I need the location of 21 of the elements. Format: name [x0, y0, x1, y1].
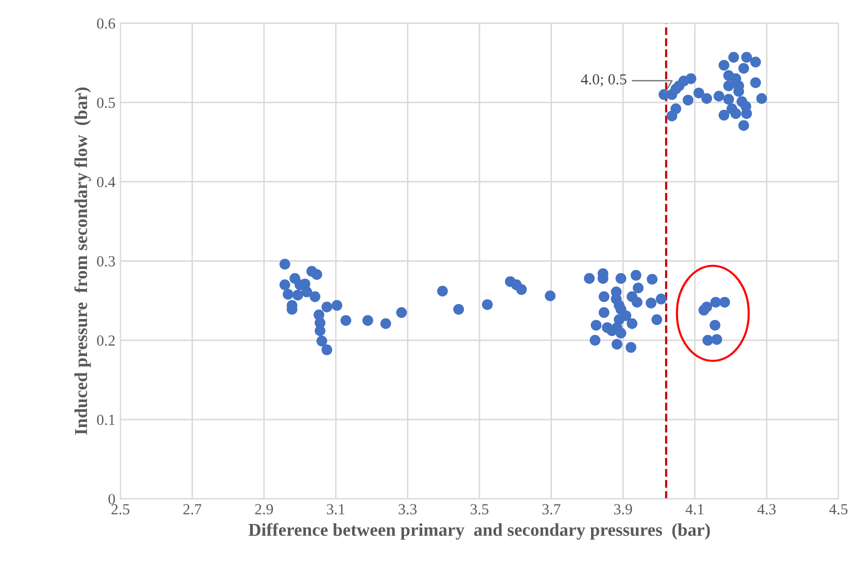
x-tick-label: 3.9: [614, 504, 632, 514]
y-tick-label: 0: [108, 494, 115, 504]
x-tick-label: 2.9: [255, 504, 273, 514]
x-tick-label: 4.5: [829, 504, 848, 514]
x-tick-label: 4.1: [686, 504, 704, 514]
x-tick-label: 4.3: [757, 504, 776, 514]
y-tick-label: 0.1: [97, 414, 115, 426]
x-tick-label: 3.3: [398, 504, 417, 514]
x-tick-label: 3.5: [470, 504, 488, 514]
x-tick-label: 2.7: [183, 504, 202, 514]
y-tick-label: 0.2: [97, 335, 115, 346]
y-tick-label: 0.3: [97, 256, 115, 267]
x-tick-label: 3.1: [327, 504, 344, 514]
y-tick-label: 0.6: [97, 18, 116, 29]
x-axis-title: Difference between primary and secondary pressures (bar): [248, 523, 710, 540]
y-tick-label: 0.4: [97, 176, 116, 188]
y-axis-title: Induced pressure from secondary flow (bar): [74, 87, 91, 435]
x-tick-label: 3.7: [542, 504, 560, 514]
y-tick-label: 0.5: [97, 98, 115, 108]
annotation: 4.0; 0.5: [580, 74, 626, 87]
x-tick-label: 2.5: [112, 504, 130, 514]
